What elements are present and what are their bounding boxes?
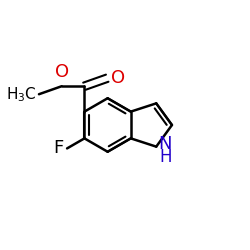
Text: N: N bbox=[158, 135, 172, 153]
Text: O: O bbox=[111, 69, 125, 87]
Text: H: H bbox=[160, 148, 172, 166]
Text: H$_3$C: H$_3$C bbox=[6, 85, 37, 103]
Text: O: O bbox=[55, 63, 69, 81]
Text: F: F bbox=[53, 140, 64, 158]
